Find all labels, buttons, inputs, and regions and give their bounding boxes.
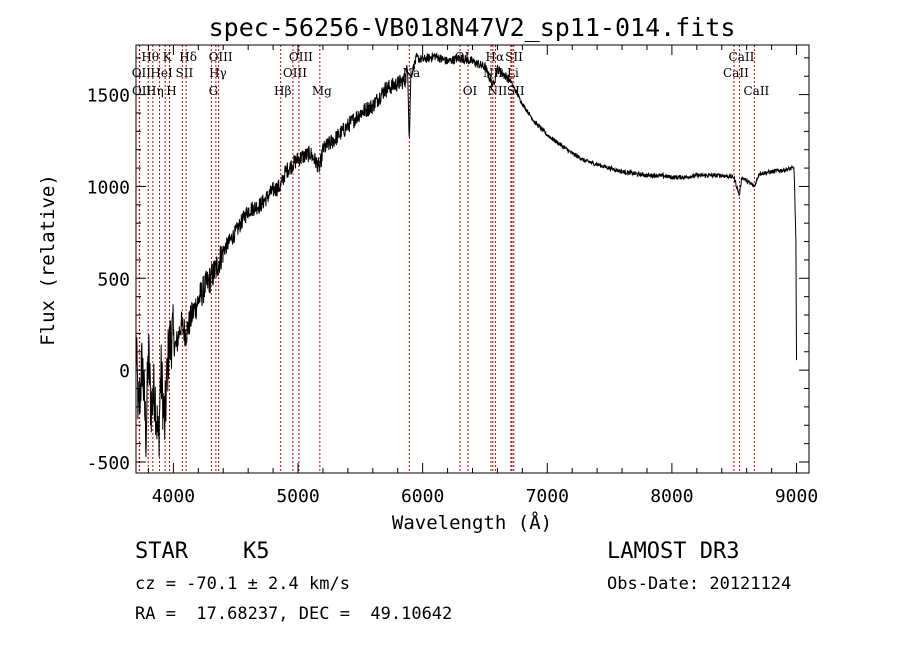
line-label: Hη — [146, 84, 164, 98]
line-label: SII — [505, 50, 523, 64]
line-label: OIII — [209, 50, 233, 64]
line-label: CaII — [723, 66, 749, 80]
x-tick-label: 5000 — [276, 486, 319, 507]
y-tick-label: -500 — [87, 453, 130, 474]
line-label: Hδ — [179, 50, 197, 64]
x-axis: 4000 5000 6000 7000 8000 9000 — [147, 45, 818, 507]
line-label: CaII — [743, 84, 769, 98]
survey-label: LAMOST DR3 — [607, 539, 740, 564]
emission-line-markers — [138, 45, 755, 473]
line-label: SII — [507, 84, 525, 98]
line-label: G — [209, 84, 219, 98]
line-label: OI — [463, 84, 478, 98]
object-class: STAR — [135, 539, 188, 564]
line-label: Hβ — [274, 84, 291, 98]
x-tick-label: 8000 — [650, 486, 693, 507]
x-tick-label: 9000 — [775, 486, 818, 507]
line-label: Hθ — [141, 50, 159, 64]
line-label: Na — [402, 66, 420, 80]
redshift-text: cz = -70.1 ± 2.4 km/s — [135, 574, 350, 594]
line-label: Mg — [312, 84, 332, 98]
line-label: Hγ — [209, 66, 227, 80]
line-label: H — [166, 84, 176, 98]
object-subclass: K5 — [243, 539, 270, 564]
line-label: OI — [455, 50, 470, 64]
line-label: OII — [132, 84, 152, 98]
line-label: Li — [507, 66, 519, 80]
line-label: OIII — [289, 50, 313, 64]
line-label: HeI — [150, 66, 173, 80]
y-tick-label: 1000 — [87, 177, 130, 198]
spectrum-line — [135, 52, 797, 458]
y-tick-label: 0 — [119, 361, 130, 382]
line-label: Hα — [486, 50, 505, 64]
y-axis-label: Flux (relative) — [37, 174, 59, 346]
y-axis: -500 0 500 1000 1500 — [87, 57, 809, 474]
line-label: OII — [132, 66, 152, 80]
y-tick-label: 500 — [97, 269, 130, 290]
x-tick-label: 4000 — [152, 486, 195, 507]
obs-date-text: Obs-Date: 20121124 — [607, 574, 792, 594]
y-tick-label: 1500 — [87, 86, 130, 107]
plot-frame — [135, 44, 810, 474]
line-label: NII — [483, 66, 503, 80]
line-label: K — [163, 50, 173, 64]
x-tick-label: 7000 — [526, 486, 569, 507]
x-axis-label: Wavelength (Å) — [392, 511, 552, 534]
x-tick-label: 6000 — [401, 486, 444, 507]
line-label: NII — [487, 84, 507, 98]
line-label: OIII — [283, 66, 307, 80]
chart-title: spec-56256-VB018N47V2_sp11-014.fits — [209, 13, 736, 42]
coords-text: RA = 17.68237, DEC = 49.10642 — [135, 604, 453, 624]
line-label: CaII — [729, 50, 755, 64]
line-label: SII — [176, 66, 194, 80]
